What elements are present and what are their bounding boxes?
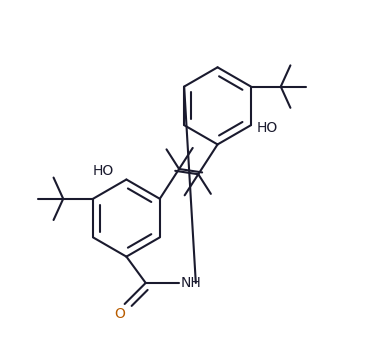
Text: HO: HO (93, 164, 114, 178)
Text: O: O (114, 308, 125, 321)
Text: HO: HO (256, 121, 277, 135)
Text: NH: NH (181, 276, 201, 290)
